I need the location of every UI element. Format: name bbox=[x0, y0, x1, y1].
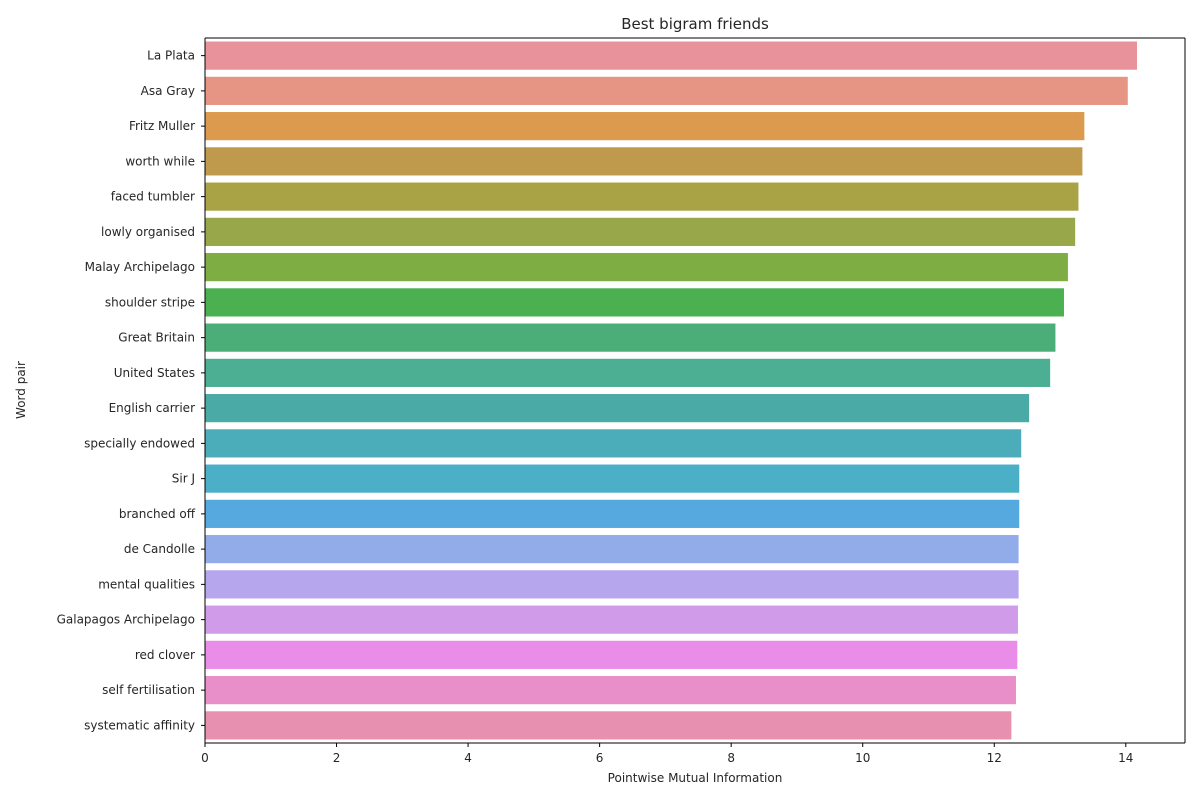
y-tick-label: Fritz Muller bbox=[129, 119, 195, 133]
bars-group bbox=[205, 41, 1137, 740]
bar-faced-tumbler bbox=[205, 182, 1079, 211]
y-tick-label: shoulder stripe bbox=[105, 295, 195, 309]
y-tick-label: mental qualities bbox=[98, 577, 195, 591]
chart-title: Best bigram friends bbox=[621, 15, 769, 33]
x-tick-label: 2 bbox=[333, 751, 341, 765]
bar-systematic-affinity bbox=[205, 711, 1012, 740]
y-tick-label: specially endowed bbox=[84, 436, 195, 450]
bar-english-carrier bbox=[205, 394, 1030, 423]
bar-malay-archipelago bbox=[205, 253, 1068, 282]
bar-united-states bbox=[205, 358, 1051, 387]
bar-asa-gray bbox=[205, 76, 1128, 105]
bar-mental-qualities bbox=[205, 570, 1019, 599]
bar-de-candolle bbox=[205, 535, 1019, 564]
bar-great-britain bbox=[205, 323, 1056, 352]
x-tick-label: 8 bbox=[727, 751, 735, 765]
bar-sir-j bbox=[205, 464, 1020, 493]
y-tick-label: de Candolle bbox=[124, 542, 195, 556]
x-tick-label: 12 bbox=[987, 751, 1002, 765]
y-tick-label: systematic affinity bbox=[84, 718, 195, 732]
y-tick-label: United States bbox=[114, 366, 195, 380]
x-tick-label: 4 bbox=[464, 751, 472, 765]
y-tick-label: Sir J bbox=[172, 472, 195, 486]
y-tick-label: La Plata bbox=[147, 49, 195, 63]
bar-la-plata bbox=[205, 41, 1137, 70]
y-tick-label: worth while bbox=[125, 154, 195, 168]
bar-galapagos-archipelago bbox=[205, 605, 1018, 634]
y-tick-label: Great Britain bbox=[118, 331, 195, 345]
y-tick-label: branched off bbox=[119, 507, 196, 521]
bar-fritz-muller bbox=[205, 112, 1085, 141]
y-tick-label: lowly organised bbox=[101, 225, 195, 239]
bar-red-clover bbox=[205, 640, 1018, 669]
bar-self-fertilisation bbox=[205, 676, 1016, 705]
x-axis-title: Pointwise Mutual Information bbox=[608, 771, 783, 785]
bar-shoulder-stripe bbox=[205, 288, 1064, 317]
y-tick-label: Galapagos Archipelago bbox=[57, 613, 195, 627]
bar-worth-while bbox=[205, 147, 1083, 176]
bar-specially-endowed bbox=[205, 429, 1022, 458]
y-tick-labels: La Plata Asa Gray Fritz Muller worth while f… bbox=[57, 49, 205, 732]
y-axis-title: Word pair bbox=[14, 361, 28, 419]
y-tick-label: self fertilisation bbox=[102, 683, 195, 697]
bar-branched-off bbox=[205, 499, 1020, 528]
y-tick-label: Malay Archipelago bbox=[85, 260, 195, 274]
y-tick-label: red clover bbox=[135, 648, 195, 662]
y-tick-label: Asa Gray bbox=[141, 84, 195, 98]
x-tick-label: 6 bbox=[596, 751, 604, 765]
x-tick-label: 14 bbox=[1118, 751, 1133, 765]
y-tick-label: English carrier bbox=[109, 401, 195, 415]
bar-lowly-organised bbox=[205, 217, 1076, 246]
x-tick-label: 10 bbox=[855, 751, 870, 765]
x-tick-label: 0 bbox=[201, 751, 209, 765]
x-tick-labels: 0 2 4 6 8 10 12 14 bbox=[201, 743, 1133, 765]
y-tick-label: faced tumbler bbox=[111, 190, 195, 204]
